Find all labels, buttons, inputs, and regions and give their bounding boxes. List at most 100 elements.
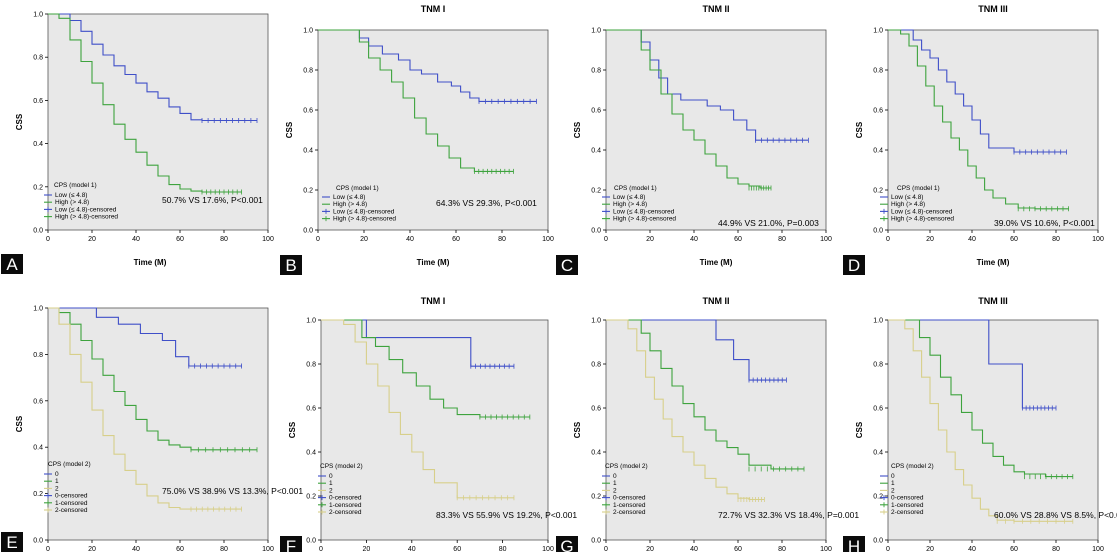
series-line-low-4-8-: [318, 29, 537, 102]
x-tick-label: 100: [262, 236, 274, 243]
y-tick-label: 0.8: [591, 362, 601, 369]
legend-entry: Low (≤ 4.8): [333, 194, 365, 201]
x-tick-label: 0: [886, 546, 890, 552]
legend-entry: 1: [613, 480, 617, 487]
y-axis-label: CSS: [288, 421, 297, 438]
panel-label: D: [848, 256, 860, 275]
legend-entry: 0: [891, 473, 895, 480]
panel-title: TNM III: [978, 296, 1008, 306]
x-tick-label: 100: [820, 546, 832, 552]
y-tick-label: 0.6: [591, 406, 601, 413]
y-tick-label: 0.8: [591, 68, 601, 75]
y-tick-label: 1.0: [33, 12, 43, 19]
y-tick-label: 0.0: [33, 538, 43, 545]
y-tick-label: 0.4: [873, 148, 883, 155]
x-tick-label: 60: [1010, 546, 1018, 552]
y-tick-label: 0.2: [303, 188, 313, 195]
panel-label: C: [561, 256, 573, 275]
legend-title: CPS (model 1): [54, 182, 97, 189]
legend-entry: Low (≤ 4.8): [891, 194, 923, 201]
x-tick-label: 80: [1052, 546, 1060, 552]
y-tick-label: 1.0: [591, 318, 601, 325]
y-tick-label: 1.0: [591, 28, 601, 35]
legend-entry: 0-censored: [55, 493, 88, 500]
legend-title: CPS (model 2): [891, 463, 934, 470]
x-tick-label: 100: [262, 546, 274, 552]
x-tick-label: 100: [542, 546, 554, 552]
legend-entry: Low (≤ 4.8)-censored: [613, 208, 675, 215]
legend-entry: 1-censored: [329, 502, 362, 509]
legend-entry: High (> 4.8): [333, 201, 367, 208]
legend-entry: High (> 4.8): [613, 201, 647, 208]
x-tick-label: 100: [1092, 546, 1104, 552]
stats-annotation: 39.0% VS 10.6%, P<0.001: [994, 218, 1095, 228]
legend-entry: 2-censored: [55, 507, 88, 514]
panel-label: A: [6, 255, 18, 274]
panel-label-box: [843, 536, 865, 552]
y-tick-label: 0.8: [33, 352, 43, 359]
legend-entry: High (> 4.8)-censored: [613, 216, 676, 223]
x-tick-label: 40: [406, 236, 414, 243]
series-line-0: [321, 319, 514, 367]
y-tick-label: 0.0: [306, 538, 316, 545]
panel-b: TNM I 0.0 0.2 0.4 0.6 0.8 1.0 0 20 40 60 80 100 CSS Ti…: [280, 4, 554, 275]
x-tick-label: 0: [316, 236, 320, 243]
stats-annotation: 83.3% VS 55.9% VS 19.2%, P<0.001: [436, 510, 577, 520]
legend-entry: High (> 4.8)-censored: [55, 214, 118, 221]
legend-entry: 0: [55, 471, 59, 478]
plot-area: [320, 319, 549, 541]
panel-a: 0.0 0.2 0.4 0.6 0.8 1.0 0 20 40 60 80 100 CSS Time (M…: [1, 12, 274, 274]
y-tick-label: 1.0: [33, 306, 43, 313]
legend-entry: 0: [329, 473, 333, 480]
plot-area: [887, 319, 1099, 541]
x-tick-label: 20: [363, 546, 371, 552]
x-tick-label: 100: [1092, 236, 1104, 243]
legend-title: CPS (model 2): [605, 463, 648, 470]
y-tick-label: 0.8: [33, 55, 43, 62]
panel-title: TNM II: [703, 4, 730, 14]
y-tick-label: 0.0: [873, 538, 883, 545]
legend-entry: 1: [329, 480, 333, 487]
legend-entry: 2: [613, 487, 617, 494]
legend-entry: Low (≤ 4.8)-censored: [55, 206, 117, 213]
y-tick-label: 0.0: [591, 228, 601, 235]
y-tick-label: 0.2: [591, 188, 601, 195]
series-line-2: [321, 319, 514, 499]
x-tick-label: 20: [926, 236, 934, 243]
x-tick-label: 0: [886, 236, 890, 243]
series-line-0: [606, 319, 787, 381]
x-tick-label: 20: [360, 236, 368, 243]
series-line-1: [606, 319, 804, 470]
legend-entry: 1-censored: [613, 502, 646, 509]
stats-annotation: 50.7% VS 17.6%, P<0.001: [162, 195, 263, 205]
y-tick-label: 0.2: [306, 494, 316, 501]
panel-title: TNM I: [421, 296, 446, 306]
series-line-1: [888, 319, 1073, 478]
x-tick-label: 40: [968, 546, 976, 552]
panel-title: TNM II: [703, 296, 730, 306]
x-axis-label: Time (M): [977, 258, 1010, 267]
y-axis-label: CSS: [855, 421, 864, 438]
panel-f: TNM I0.00.20.40.60.81.00 20 40 60 80 100CSSCP…: [280, 296, 577, 552]
y-tick-label: 0.0: [303, 228, 313, 235]
x-tick-label: 40: [690, 546, 698, 552]
y-tick-label: 0.4: [306, 450, 316, 457]
y-tick-label: 0.8: [306, 362, 316, 369]
legend-entry: 1: [55, 478, 59, 485]
series-line-high-4-8-: [888, 29, 1069, 210]
legend-entry: 2-censored: [329, 509, 362, 516]
y-tick-label: 1.0: [873, 28, 883, 35]
panel-label-box: [843, 255, 865, 275]
y-tick-label: 1.0: [306, 318, 316, 325]
x-axis-label: Time (M): [700, 258, 733, 267]
x-tick-label: 60: [734, 546, 742, 552]
series-line-high-4-8-: [48, 13, 242, 193]
x-tick-label: 60: [452, 236, 460, 243]
legend-entry: High (> 4.8): [55, 199, 89, 206]
x-tick-label: 40: [132, 236, 140, 243]
x-tick-label: 40: [690, 236, 698, 243]
legend-title: CPS (model 1): [336, 185, 379, 192]
y-tick-label: 0.2: [591, 494, 601, 501]
x-tick-label: 60: [176, 546, 184, 552]
legend-entry: 0-censored: [613, 495, 646, 502]
